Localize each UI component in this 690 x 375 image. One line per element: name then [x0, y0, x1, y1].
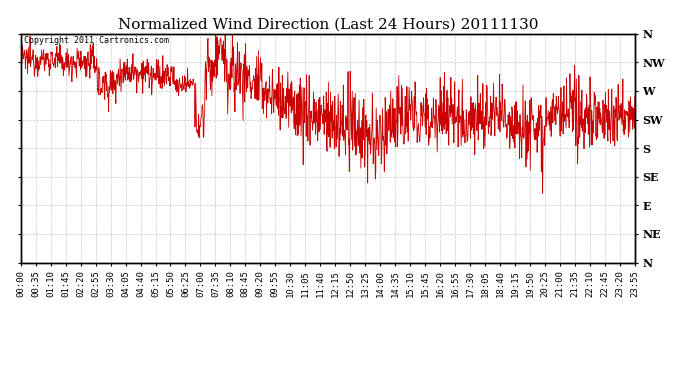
Title: Normalized Wind Direction (Last 24 Hours) 20111130: Normalized Wind Direction (Last 24 Hours…	[117, 17, 538, 31]
Text: Copyright 2011 Cartronics.com: Copyright 2011 Cartronics.com	[23, 36, 169, 45]
